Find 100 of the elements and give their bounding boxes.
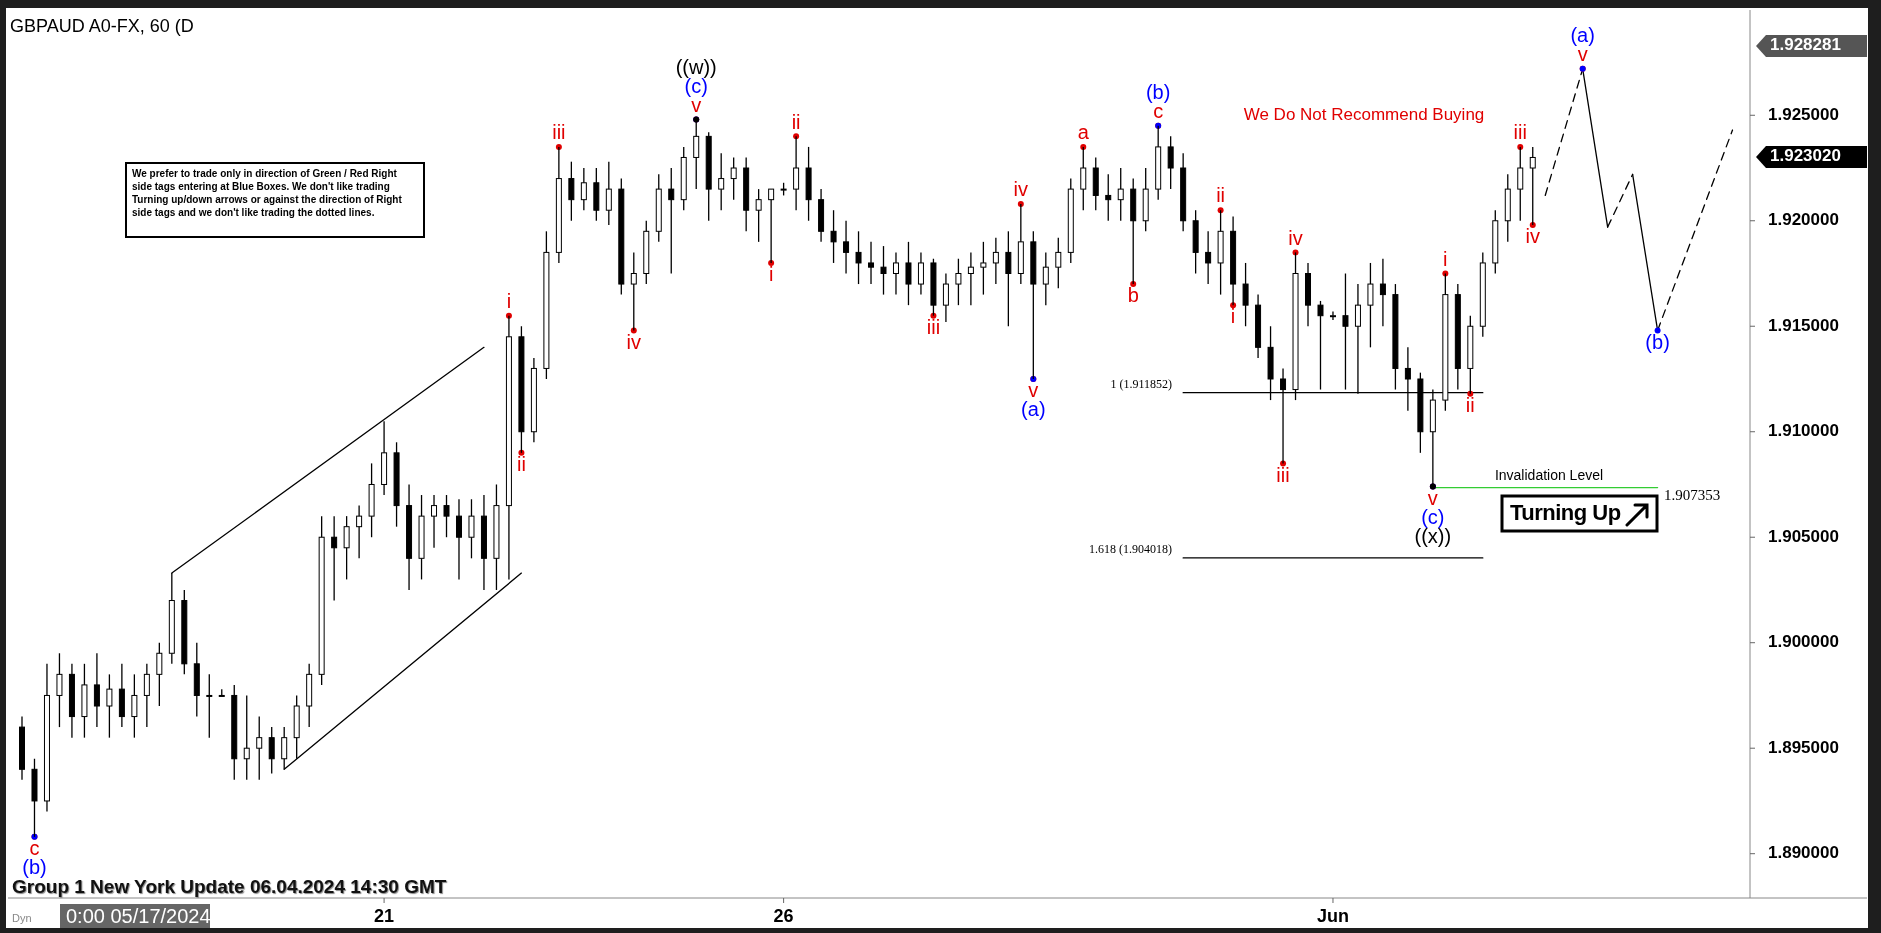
- annotation: Invalidation Level: [1494, 466, 1604, 483]
- candlestick: [855, 230, 862, 285]
- candlestick: [668, 167, 675, 275]
- candlestick: [443, 494, 450, 538]
- y-tick-label: 1.890000: [1768, 843, 1839, 863]
- candlestick: [1342, 272, 1349, 391]
- candlestick: [1042, 251, 1049, 306]
- candlestick: [1005, 230, 1012, 327]
- data-label: i: [1443, 247, 1448, 270]
- annotation: Turning Up: [1510, 499, 1621, 525]
- data-label: (b): [1645, 330, 1670, 353]
- data-label: iii: [1276, 463, 1290, 486]
- data-label: v: [691, 93, 702, 116]
- data-label: ii: [516, 453, 526, 476]
- data-label: ii: [1216, 184, 1226, 207]
- y-tick-label: 1.925000: [1768, 104, 1839, 124]
- data-label: b: [1127, 284, 1139, 307]
- candlestick: [143, 663, 150, 728]
- annotation: 1 (1.911852): [1110, 377, 1172, 392]
- candlestick: [955, 258, 962, 306]
- candlestick: [718, 152, 725, 211]
- candlestick: [1379, 258, 1386, 327]
- candlestick: [268, 726, 275, 775]
- candlestick: [1242, 262, 1249, 327]
- y-tick-label: 1.895000: [1768, 737, 1839, 757]
- candlestick: [917, 251, 924, 296]
- data-label: i: [506, 289, 512, 312]
- text: Dyn: [12, 912, 32, 924]
- candlestick: [331, 515, 338, 602]
- data-label: a: [1077, 121, 1090, 144]
- data-label: v: [1427, 486, 1438, 509]
- y-tick-label: 1.915000: [1768, 315, 1839, 335]
- text: 1.928281: [1770, 35, 1841, 55]
- chart-title: GBPAUD A0-FX, 60 (D: [10, 16, 194, 36]
- candlestick: [1317, 300, 1324, 391]
- candlestick: [93, 652, 100, 728]
- candlestick: [1517, 146, 1524, 222]
- candlestick: [967, 251, 974, 306]
- candlestick: [356, 504, 363, 559]
- annotation: 1.907353: [1664, 487, 1721, 504]
- candlestick: [892, 251, 899, 296]
- candlestick: [1367, 262, 1374, 348]
- candlestick: [992, 236, 999, 285]
- y-tick-label: 1.900000: [1768, 632, 1839, 652]
- candlestick: [455, 498, 462, 581]
- data-label: i: [1230, 305, 1236, 328]
- point: [1654, 327, 1661, 334]
- candlestick: [980, 241, 987, 296]
- text: 0:00 05/17/2024: [66, 905, 211, 927]
- data-label: iv: [626, 330, 642, 353]
- x-tick-label: Jun: [1316, 906, 1349, 926]
- candlestick: [156, 642, 163, 707]
- annotation: We Do Not Recommend Buying: [1243, 105, 1485, 125]
- candlestick: [1055, 236, 1062, 289]
- candlestick: [630, 251, 637, 332]
- y-tick-label: 1.920000: [1768, 210, 1839, 230]
- annotation: 1.618 (1.904018): [1089, 541, 1172, 556]
- candlestick: [768, 188, 775, 264]
- candlestick: [830, 209, 837, 264]
- candlestick: [206, 673, 213, 739]
- candlestick: [256, 715, 263, 781]
- data-label: ii: [791, 110, 801, 133]
- candlestick: [468, 498, 475, 559]
- candlestick: [755, 188, 762, 243]
- candlestick: [730, 156, 737, 201]
- candlestick: [843, 220, 850, 275]
- annotation: We prefer to trade only in direction of Green / Red Right side tags entering at Blue Boxes. We don't like trading Turning up/down arrows or against the direction of Right side tags and we don't like trading the dotted lines.: [131, 167, 403, 220]
- data-label: iv: [1013, 178, 1029, 201]
- candlestick: [1329, 310, 1336, 321]
- candlestick: [106, 673, 113, 739]
- candlestick: [905, 241, 912, 306]
- candlestick: [1105, 173, 1112, 222]
- candlestick: [942, 272, 949, 323]
- candlestick: [1205, 230, 1212, 285]
- candlestick: [1529, 146, 1536, 226]
- text: 1.923020: [1770, 146, 1841, 166]
- candlestick: [56, 652, 63, 728]
- candlestick: [693, 118, 700, 190]
- data-label: iv: [1525, 225, 1540, 248]
- candlestick: [568, 161, 575, 222]
- data-label: iv: [1288, 226, 1303, 249]
- candlestick: [243, 694, 250, 781]
- x-tick-label: 21: [374, 906, 395, 926]
- candlestick: [605, 161, 612, 226]
- data-label: i: [768, 263, 774, 286]
- data-label: iii: [926, 315, 941, 338]
- data-label: iii: [1513, 121, 1527, 144]
- x-tick-label: 26: [773, 906, 794, 926]
- candlestick: [431, 494, 438, 549]
- candlestick: [1117, 167, 1124, 222]
- candlestick: [880, 245, 887, 296]
- candlestick: [868, 241, 875, 285]
- candlestick: [343, 515, 350, 581]
- y-tick-label: 1.905000: [1768, 526, 1839, 546]
- candlestick: [580, 167, 587, 211]
- candlestick: [1080, 146, 1087, 211]
- y-tick-label: 1.910000: [1768, 421, 1839, 441]
- candlestick: [131, 673, 138, 739]
- candlestick: [1167, 135, 1174, 190]
- data-label: ii: [1465, 394, 1475, 417]
